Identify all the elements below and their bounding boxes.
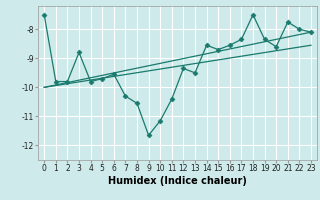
- X-axis label: Humidex (Indice chaleur): Humidex (Indice chaleur): [108, 176, 247, 186]
